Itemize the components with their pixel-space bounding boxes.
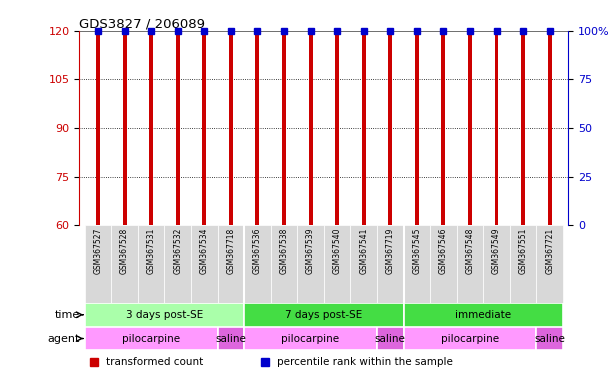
Bar [494,0,499,225]
Text: GSM367528: GSM367528 [120,227,129,274]
Text: transformed count: transformed count [106,357,203,367]
Text: GSM367540: GSM367540 [332,227,342,274]
Text: saline: saline [534,334,565,344]
Text: pilocarpine: pilocarpine [122,334,180,344]
Bar [456,225,483,303]
Bar [282,0,286,225]
Bar [244,327,377,350]
Bar [483,225,510,303]
Bar [536,225,563,303]
Bar [377,327,403,350]
Text: GSM367546: GSM367546 [439,227,448,274]
Text: GSM367534: GSM367534 [200,227,209,274]
Text: GSM367549: GSM367549 [492,227,501,274]
Bar [309,0,313,225]
Bar [218,225,244,303]
Bar [138,225,164,303]
Text: 3 days post-SE: 3 days post-SE [126,310,203,320]
Bar [324,225,350,303]
Bar [403,225,430,303]
Text: GSM367551: GSM367551 [519,227,527,274]
Text: GDS3827 / 206089: GDS3827 / 206089 [79,18,205,31]
Bar [430,225,456,303]
Text: percentile rank within the sample: percentile rank within the sample [277,357,453,367]
Bar [271,225,298,303]
Text: GSM367539: GSM367539 [306,227,315,274]
Bar [350,225,377,303]
Text: GSM367527: GSM367527 [93,227,103,274]
Bar [229,0,233,225]
Bar [415,0,419,225]
Text: GSM367532: GSM367532 [174,227,182,274]
Bar [85,225,111,303]
Text: 7 days post-SE: 7 days post-SE [285,310,362,320]
Bar [441,0,445,225]
Bar [536,327,563,350]
Bar [521,0,525,225]
Bar [176,0,180,225]
Text: GSM367538: GSM367538 [279,227,288,274]
Bar [255,0,260,225]
Bar [403,303,563,327]
Bar [202,2,207,225]
Bar [85,303,244,327]
Bar [218,327,244,350]
Bar [244,225,271,303]
Bar [298,225,324,303]
Bar [111,225,138,303]
Text: pilocarpine: pilocarpine [441,334,499,344]
Text: pilocarpine: pilocarpine [282,334,340,344]
Text: GSM367719: GSM367719 [386,227,395,274]
Text: saline: saline [375,334,406,344]
Bar [403,327,536,350]
Text: agent: agent [48,334,80,344]
Bar [96,0,100,225]
Bar [377,225,403,303]
Bar [164,225,191,303]
Bar [123,0,126,225]
Bar [468,0,472,225]
Text: saline: saline [216,334,246,344]
Bar [85,327,218,350]
Text: GSM367536: GSM367536 [253,227,262,274]
Text: GSM367721: GSM367721 [545,227,554,274]
Text: GSM367718: GSM367718 [226,227,235,274]
Text: time: time [55,310,80,320]
Text: GSM367531: GSM367531 [147,227,156,274]
Text: GSM367545: GSM367545 [412,227,422,274]
Text: GSM367548: GSM367548 [466,227,474,274]
Bar [244,303,403,327]
Bar [388,0,392,225]
Bar [510,225,536,303]
Text: GSM367541: GSM367541 [359,227,368,274]
Text: immediate: immediate [455,310,511,320]
Bar [335,0,339,225]
Bar [191,225,218,303]
Bar [362,0,365,225]
Bar [547,0,552,225]
Bar [149,0,153,225]
